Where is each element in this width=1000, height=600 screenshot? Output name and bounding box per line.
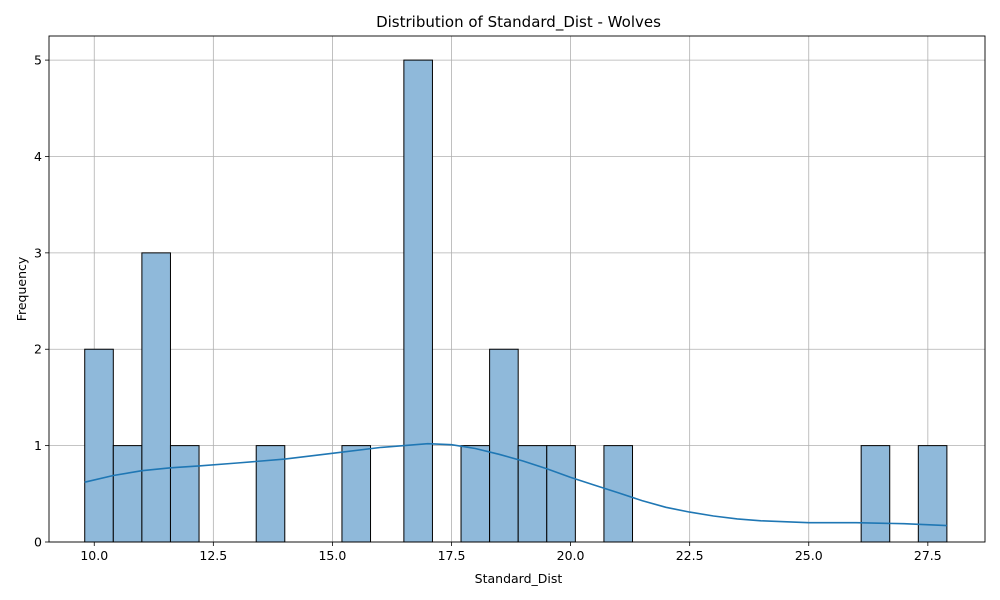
y-axis-label: Frequency [14, 256, 29, 321]
x-tick-label: 17.5 [438, 548, 466, 563]
y-tick-label: 4 [34, 149, 42, 164]
x-tick-label: 25.0 [795, 548, 823, 563]
histogram-bar [860, 445, 891, 543]
kde-curve [84, 442, 947, 527]
x-tick-label: 12.5 [199, 548, 227, 563]
histogram-bar [341, 445, 372, 543]
histogram-bar [84, 348, 114, 543]
chart-title: Distribution of Standard_Dist - Wolves [376, 13, 661, 32]
x-tick-label: 15.0 [318, 548, 346, 563]
x-tick-label: 20.0 [557, 548, 585, 563]
x-tick-label: 27.5 [914, 548, 942, 563]
x-tick-label: 22.5 [676, 548, 704, 563]
y-tick-label: 2 [34, 342, 42, 357]
y-tick-label: 0 [34, 535, 42, 550]
x-axis-ticks: 10.0 12.5 15.0 17.5 20.0 22.5 25.0 27.5 [80, 542, 942, 563]
histogram-bar [403, 59, 433, 543]
x-axis-label: Standard_Dist [475, 571, 563, 586]
y-axis-ticks: 0 1 2 3 4 5 [34, 53, 49, 550]
x-tick-label: 10.0 [80, 548, 108, 563]
histogram-bar [603, 445, 634, 543]
y-tick-label: 3 [34, 245, 42, 260]
histogram-bar [917, 445, 948, 543]
histogram-bar [141, 252, 171, 543]
y-tick-label: 5 [34, 53, 42, 68]
histogram-bar [112, 445, 143, 543]
y-tick-label: 1 [34, 438, 42, 453]
histogram-bar [460, 445, 491, 543]
histogram-bar [489, 348, 519, 543]
plot-frame [48, 35, 986, 543]
histogram-bar [169, 445, 200, 543]
histogram-bars [84, 59, 948, 543]
histogram-bar [546, 445, 576, 543]
